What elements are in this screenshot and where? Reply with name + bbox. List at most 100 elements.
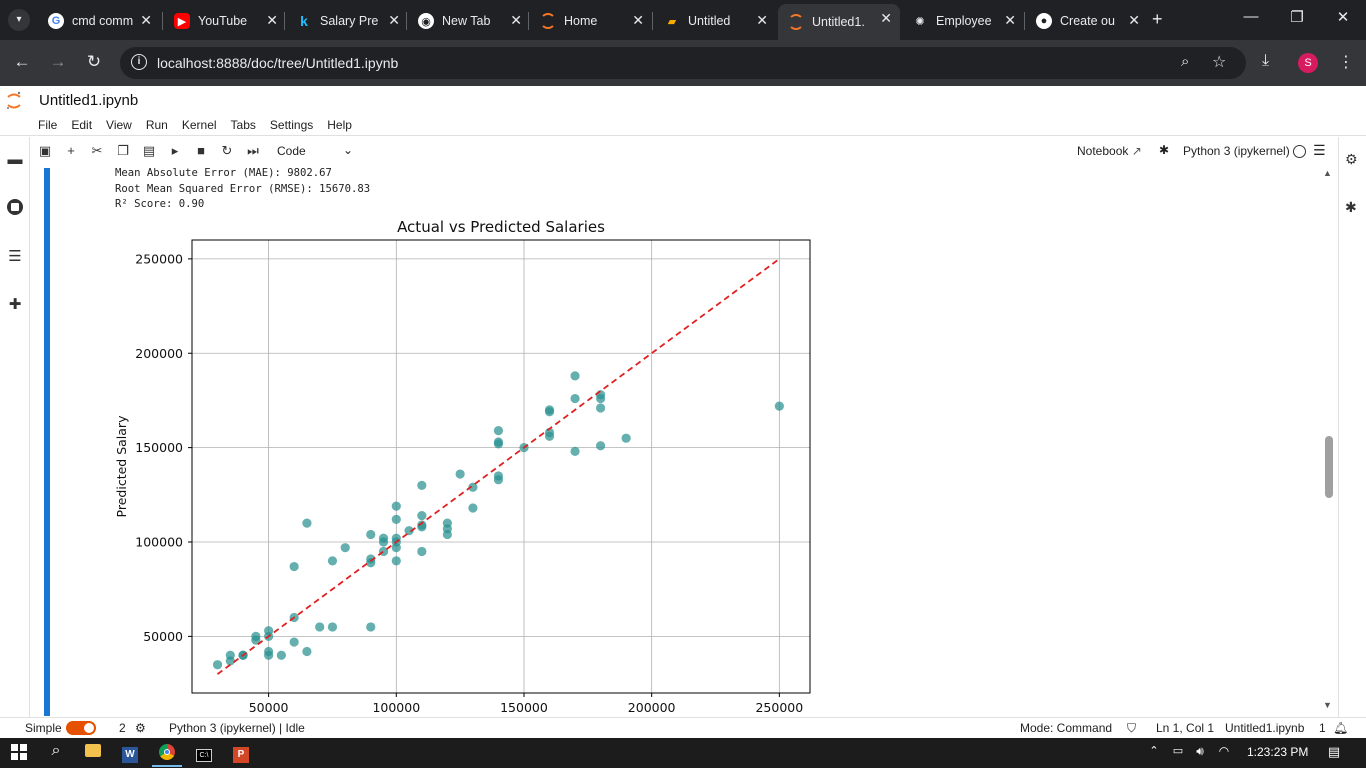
windows-start-icon[interactable] (9, 744, 29, 762)
file-explorer-icon[interactable] (83, 744, 103, 762)
menu-item-help[interactable]: Help (327, 118, 352, 132)
run-icon[interactable]: ▸ (171, 143, 179, 158)
data-point (493, 471, 504, 481)
kernel-status-text[interactable]: Python 3 (ipykernel) | Idle (169, 721, 305, 735)
save-icon[interactable]: ▣ (38, 143, 52, 158)
address-bar[interactable]: i localhost:8888/doc/tree/Untitled1.ipyn… (120, 47, 1246, 79)
tab-search-button[interactable]: ▾ (8, 9, 30, 31)
zoom-icon[interactable]: ⌕ (1181, 53, 1190, 70)
browser-tab[interactable]: ✺ Employee ✕ (902, 6, 1024, 36)
open-notebook-link[interactable]: Notebook ↗ (1077, 144, 1142, 158)
close-window-button[interactable]: ✕ (1336, 9, 1350, 26)
close-tab-icon[interactable]: ✕ (510, 12, 522, 28)
menu-item-file[interactable]: File (38, 118, 58, 132)
simple-mode-toggle[interactable] (66, 721, 96, 735)
run-all-icon[interactable]: ⏭ (247, 143, 259, 158)
profile-avatar[interactable]: S (1298, 53, 1318, 73)
notification-center-icon[interactable]: ▤ (1327, 744, 1341, 759)
close-tab-icon[interactable]: ✕ (880, 10, 892, 26)
download-icon[interactable]: ⤓ (1262, 52, 1270, 69)
back-button[interactable]: ← (13, 52, 31, 71)
chrome-taskbar-icon[interactable] (157, 744, 177, 762)
notebook-title[interactable]: Untitled1.ipynb (39, 92, 139, 109)
site-info-icon[interactable]: i (131, 54, 147, 70)
browser-tab[interactable]: ◉ New Tab ✕ (408, 6, 530, 36)
stop-icon[interactable]: ■ (197, 143, 205, 158)
data-point (417, 546, 427, 557)
running-kernels-icon[interactable] (6, 199, 24, 217)
menu-item-kernel[interactable]: Kernel (181, 118, 217, 132)
browser-tab[interactable]: Untitled1. ✕ (778, 4, 900, 40)
x-tick-label: 150000 (500, 700, 548, 715)
folder-icon[interactable]: ▬ (7, 151, 23, 168)
browser-tab[interactable]: ▰ Untitled ✕ (654, 6, 776, 36)
restore-button[interactable]: ❐ (1290, 9, 1304, 26)
youtube-icon: ▶ (174, 13, 190, 29)
kernel-name[interactable]: Python 3 (ipykernel) (1183, 144, 1290, 158)
cursor-position[interactable]: Ln 1, Col 1 (1156, 721, 1215, 735)
scroll-up-arrow[interactable]: ▲ (1323, 168, 1332, 178)
minimize-button[interactable]: — (1243, 8, 1259, 25)
close-tab-icon[interactable]: ✕ (140, 12, 152, 28)
data-point (417, 480, 427, 490)
cut-icon[interactable]: ✂ (91, 143, 103, 158)
restart-icon[interactable]: ↻ (221, 143, 233, 158)
search-icon[interactable]: ⌕ (51, 742, 61, 759)
property-inspector-icon[interactable]: ⚙ (1345, 151, 1358, 167)
close-tab-icon[interactable]: ✕ (388, 12, 400, 28)
insert-cell-icon[interactable]: + (67, 143, 75, 158)
browser-tab[interactable]: ▶ YouTube ✕ (164, 6, 286, 36)
close-tab-icon[interactable]: ✕ (1004, 12, 1016, 28)
debugger-bug-icon[interactable]: ✱ (1159, 143, 1170, 157)
menu-item-run[interactable]: Run (145, 118, 168, 132)
wifi-icon[interactable]: ◠ (1218, 744, 1230, 758)
browser-tab[interactable]: ● Create ou ✕ (1026, 6, 1148, 36)
browser-tab[interactable]: Home ✕ (530, 6, 652, 36)
data-point (302, 518, 312, 528)
clock[interactable]: 1:23:23 PM (1247, 745, 1309, 759)
browser-menu-icon[interactable]: ⋮ (1338, 54, 1354, 71)
notification-count[interactable]: 1 (1319, 721, 1326, 735)
copy-icon[interactable]: ❐ (117, 143, 129, 158)
active-cell-indicator[interactable] (44, 168, 50, 716)
browser-tab[interactable]: k Salary Pre ✕ (286, 6, 408, 36)
external-link-icon: ↗ (1131, 144, 1142, 158)
close-tab-icon[interactable]: ✕ (632, 12, 644, 28)
debugger-icon[interactable]: ✱ (1345, 199, 1357, 215)
extensions-icon[interactable]: ✚ (8, 296, 22, 313)
toolbar-menu-icon[interactable]: ☰ (1313, 142, 1326, 158)
word-icon[interactable]: W (120, 744, 140, 763)
tray-chevron-icon[interactable]: ⌃ (1149, 745, 1159, 757)
url-text[interactable]: localhost:8888/doc/tree/Untitled1.ipynb (157, 55, 399, 71)
forward-button[interactable]: → (49, 52, 67, 71)
close-tab-icon[interactable]: ✕ (266, 12, 278, 28)
table-of-contents-icon[interactable]: ☰ (8, 248, 22, 265)
mode-indicator[interactable]: Mode: Command (1020, 721, 1113, 735)
paste-icon[interactable]: ▤ (142, 143, 156, 158)
data-point (391, 514, 401, 524)
menu-item-tabs[interactable]: Tabs (230, 118, 256, 132)
new-tab-button[interactable]: + (1152, 9, 1163, 29)
menu-item-settings[interactable]: Settings (269, 118, 314, 132)
menu-item-edit[interactable]: Edit (71, 118, 93, 132)
data-point (366, 622, 376, 632)
data-point (493, 426, 504, 436)
close-tab-icon[interactable]: ✕ (1128, 12, 1140, 28)
bell-icon[interactable]: 🔔︎ (1333, 721, 1349, 735)
scrollbar-thumb[interactable] (1325, 436, 1333, 498)
terminal-icon[interactable]: C:\ (194, 744, 214, 762)
kernel-count[interactable]: 2 (119, 721, 126, 735)
close-tab-icon[interactable]: ✕ (756, 12, 768, 28)
menu-item-view[interactable]: View (106, 118, 132, 132)
chart-ticks: 50000 100000 150000 200000 250000 50000 100000… (135, 251, 803, 715)
cell-type-select[interactable]: Code ⌄ (277, 143, 357, 158)
powerpoint-icon[interactable]: P (231, 744, 251, 763)
data-point (774, 401, 784, 411)
volume-icon[interactable]: 🔊︎ (1196, 744, 1204, 758)
reload-button[interactable]: ↻ (86, 52, 102, 71)
scroll-down-arrow[interactable]: ▼ (1323, 700, 1332, 710)
y-tick-label: 50000 (143, 629, 183, 644)
battery-icon[interactable]: ▭ (1172, 745, 1184, 757)
bookmark-star-icon[interactable]: ☆ (1212, 54, 1227, 71)
